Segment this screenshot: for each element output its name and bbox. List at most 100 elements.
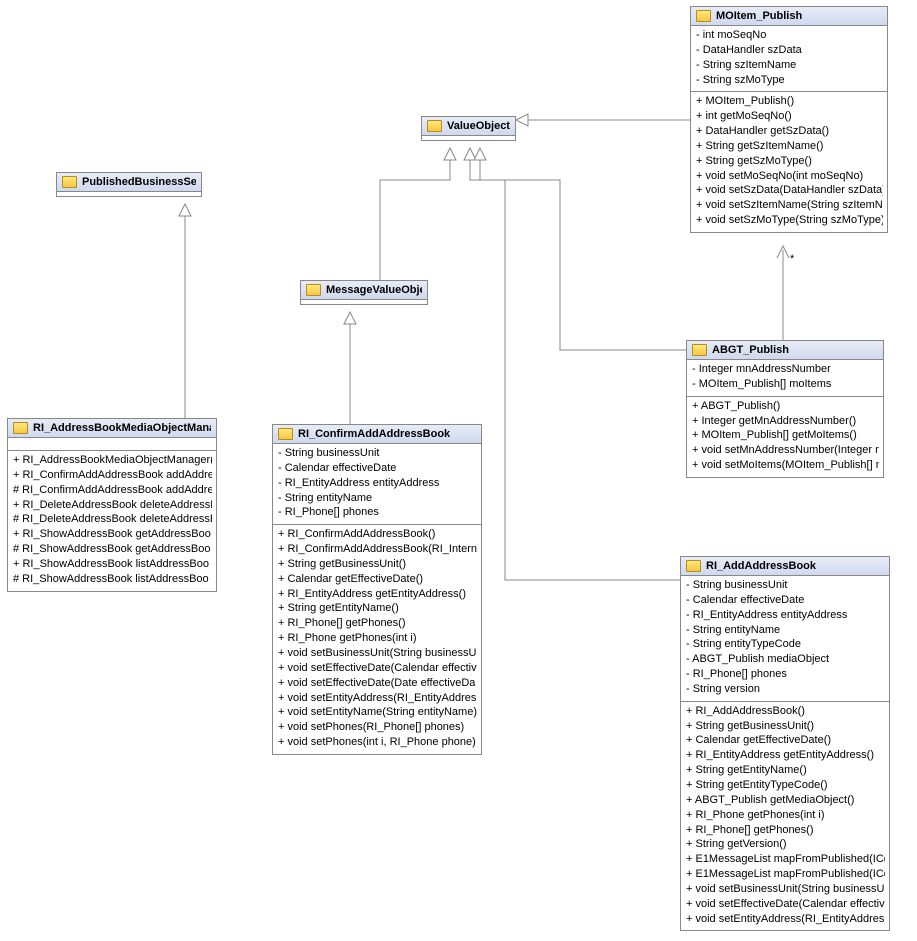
class-icon xyxy=(62,176,77,188)
class-icon xyxy=(696,10,711,22)
operation: + MOItem_Publish[] getMoItems() xyxy=(691,428,879,443)
operation: + void setEntityName(String entityName) xyxy=(277,705,477,720)
operation: + void setPhones(int i, RI_Phone phone) xyxy=(277,735,477,750)
class-header: RI_ConfirmAddAddressBook xyxy=(273,425,481,444)
operation: + void setEntityAddress(RI_EntityAddres xyxy=(277,691,477,706)
class-title: RI_AddressBookMediaObjectManage xyxy=(33,422,211,434)
operation: + String getEntityName() xyxy=(685,763,885,778)
operation: + String getSzMoType() xyxy=(695,154,883,169)
class-header: ABGT_Publish xyxy=(687,341,883,360)
operation: + RI_Phone[] getPhones() xyxy=(277,616,477,631)
operation: + void setBusinessUnit(String businessU xyxy=(685,882,885,897)
class-value-object: ValueObject xyxy=(421,116,516,141)
operation: + ABGT_Publish getMediaObject() xyxy=(685,793,885,808)
attribute: - RI_EntityAddress entityAddress xyxy=(685,608,885,623)
attribute: - String entityName xyxy=(685,623,885,638)
operation: # RI_ShowAddressBook getAddressBoo xyxy=(12,542,212,557)
operations-section: + ABGT_Publish() + Integer getMnAddressN… xyxy=(687,397,883,477)
class-header: PublishedBusinessService xyxy=(57,173,201,191)
operation: + RI_Phone getPhones(int i) xyxy=(277,631,477,646)
class-moitem-publish: MOItem_Publish - int moSeqNo - DataHandl… xyxy=(690,6,888,233)
attribute: - String businessUnit xyxy=(277,446,477,461)
operation: + RI_EntityAddress getEntityAddress() xyxy=(277,587,477,602)
operation: + void setMoSeqNo(int moSeqNo) xyxy=(695,169,883,184)
attribute: - String entityName xyxy=(277,491,477,506)
operation: + String getBusinessUnit() xyxy=(685,719,885,734)
operation: + String getSzItemName() xyxy=(695,139,883,154)
operation: + void setBusinessUnit(String businessU xyxy=(277,646,477,661)
class-header: MOItem_Publish xyxy=(691,7,887,26)
class-abgt-publish: ABGT_Publish - Integer mnAddressNumber -… xyxy=(686,340,884,478)
operation: + void setPhones(RI_Phone[] phones) xyxy=(277,720,477,735)
operation: + Calendar getEffectiveDate() xyxy=(277,572,477,587)
operation: + String getEntityTypeCode() xyxy=(685,778,885,793)
operation: # RI_DeleteAddressBook deleteAddressB xyxy=(12,512,212,527)
operation: + RI_AddAddressBook() xyxy=(685,704,885,719)
operations-section: + RI_AddressBookMediaObjectManager( + RI… xyxy=(8,451,216,591)
operation: + void setEffectiveDate(Calendar effecti… xyxy=(277,661,477,676)
class-title: ValueObject xyxy=(447,120,510,132)
operation: + Calendar getEffectiveDate() xyxy=(685,733,885,748)
operation: + Integer getMnAddressNumber() xyxy=(691,414,879,429)
operation: + RI_ConfirmAddAddressBook(RI_Interna xyxy=(277,542,477,557)
attribute: - Calendar effectiveDate xyxy=(685,593,885,608)
operations-section: + MOItem_Publish() + int getMoSeqNo() + … xyxy=(691,92,887,232)
attribute: - String szItemName xyxy=(695,58,883,73)
attribute: - String version xyxy=(685,682,885,697)
operation: + RI_Phone getPhones(int i) xyxy=(685,808,885,823)
attribute: - String entityTypeCode xyxy=(685,637,885,652)
attribute: - MOItem_Publish[] moItems xyxy=(691,377,879,392)
class-header: MessageValueObject xyxy=(301,281,427,299)
attributes-section: - String businessUnit - Calendar effecti… xyxy=(681,576,889,702)
attribute: - String businessUnit xyxy=(685,578,885,593)
attribute: - int moSeqNo xyxy=(695,28,883,43)
operations-section: + RI_AddAddressBook() + String getBusine… xyxy=(681,702,889,931)
class-icon xyxy=(686,560,701,572)
operation: + RI_ConfirmAddAddressBook() xyxy=(277,527,477,542)
attribute: - Calendar effectiveDate xyxy=(277,461,477,476)
multiplicity-star: * xyxy=(790,253,795,265)
operation: + RI_AddressBookMediaObjectManager( xyxy=(12,453,212,468)
operation: + RI_DeleteAddressBook deleteAddressB xyxy=(12,498,212,513)
class-header: RI_AddAddressBook xyxy=(681,557,889,576)
class-title: ABGT_Publish xyxy=(712,344,789,356)
operation: + void setEntityAddress(RI_EntityAddres xyxy=(685,912,885,927)
operation: + E1MessageList mapFromPublished(ICo xyxy=(685,852,885,867)
operation: + void setSzMoType(String szMoType) xyxy=(695,213,883,228)
operation: + ABGT_Publish() xyxy=(691,399,879,414)
class-icon xyxy=(13,422,28,434)
attribute: - Integer mnAddressNumber xyxy=(691,362,879,377)
operation: + RI_ShowAddressBook listAddressBoo xyxy=(12,557,212,572)
operation: # RI_ConfirmAddAddressBook addAddre xyxy=(12,483,212,498)
attributes-section: - Integer mnAddressNumber - MOItem_Publi… xyxy=(687,360,883,397)
class-icon xyxy=(306,284,321,296)
attributes-section: - String businessUnit - Calendar effecti… xyxy=(273,444,481,525)
operation: + RI_Phone[] getPhones() xyxy=(685,823,885,838)
operation: + void setEffectiveDate(Calendar effecti… xyxy=(685,897,885,912)
attributes-section: - int moSeqNo - DataHandler szData - Str… xyxy=(691,26,887,92)
class-icon xyxy=(692,344,707,356)
attribute: - ABGT_Publish mediaObject xyxy=(685,652,885,667)
class-title: MOItem_Publish xyxy=(716,10,802,22)
class-title: MessageValueObject xyxy=(326,284,422,296)
operation: + String getVersion() xyxy=(685,837,885,852)
class-header: ValueObject xyxy=(422,117,515,135)
class-title: RI_AddAddressBook xyxy=(706,560,816,572)
operation: + E1MessageList mapFromPublished(ICo xyxy=(685,867,885,882)
operation: + RI_ShowAddressBook getAddressBoo xyxy=(12,527,212,542)
attribute: - DataHandler szData xyxy=(695,43,883,58)
class-title: RI_ConfirmAddAddressBook xyxy=(298,428,450,440)
operations-section: + RI_ConfirmAddAddressBook() + RI_Confir… xyxy=(273,525,481,754)
class-ri-add-addressbook: RI_AddAddressBook - String businessUnit … xyxy=(680,556,890,931)
operation: + RI_ConfirmAddAddressBook addAddre xyxy=(12,468,212,483)
operation: + void setMoItems(MOItem_Publish[] moIte xyxy=(691,458,879,473)
operation: + RI_EntityAddress getEntityAddress() xyxy=(685,748,885,763)
attribute: - RI_Phone[] phones xyxy=(685,667,885,682)
class-icon xyxy=(427,120,442,132)
attribute: - String szMoType xyxy=(695,73,883,88)
class-ri-confirm-add-addressbook: RI_ConfirmAddAddressBook - String busine… xyxy=(272,424,482,755)
class-published-business-service: PublishedBusinessService xyxy=(56,172,202,197)
class-message-value-object: MessageValueObject xyxy=(300,280,428,305)
attribute: - RI_Phone[] phones xyxy=(277,505,477,520)
operation: + String getEntityName() xyxy=(277,601,477,616)
